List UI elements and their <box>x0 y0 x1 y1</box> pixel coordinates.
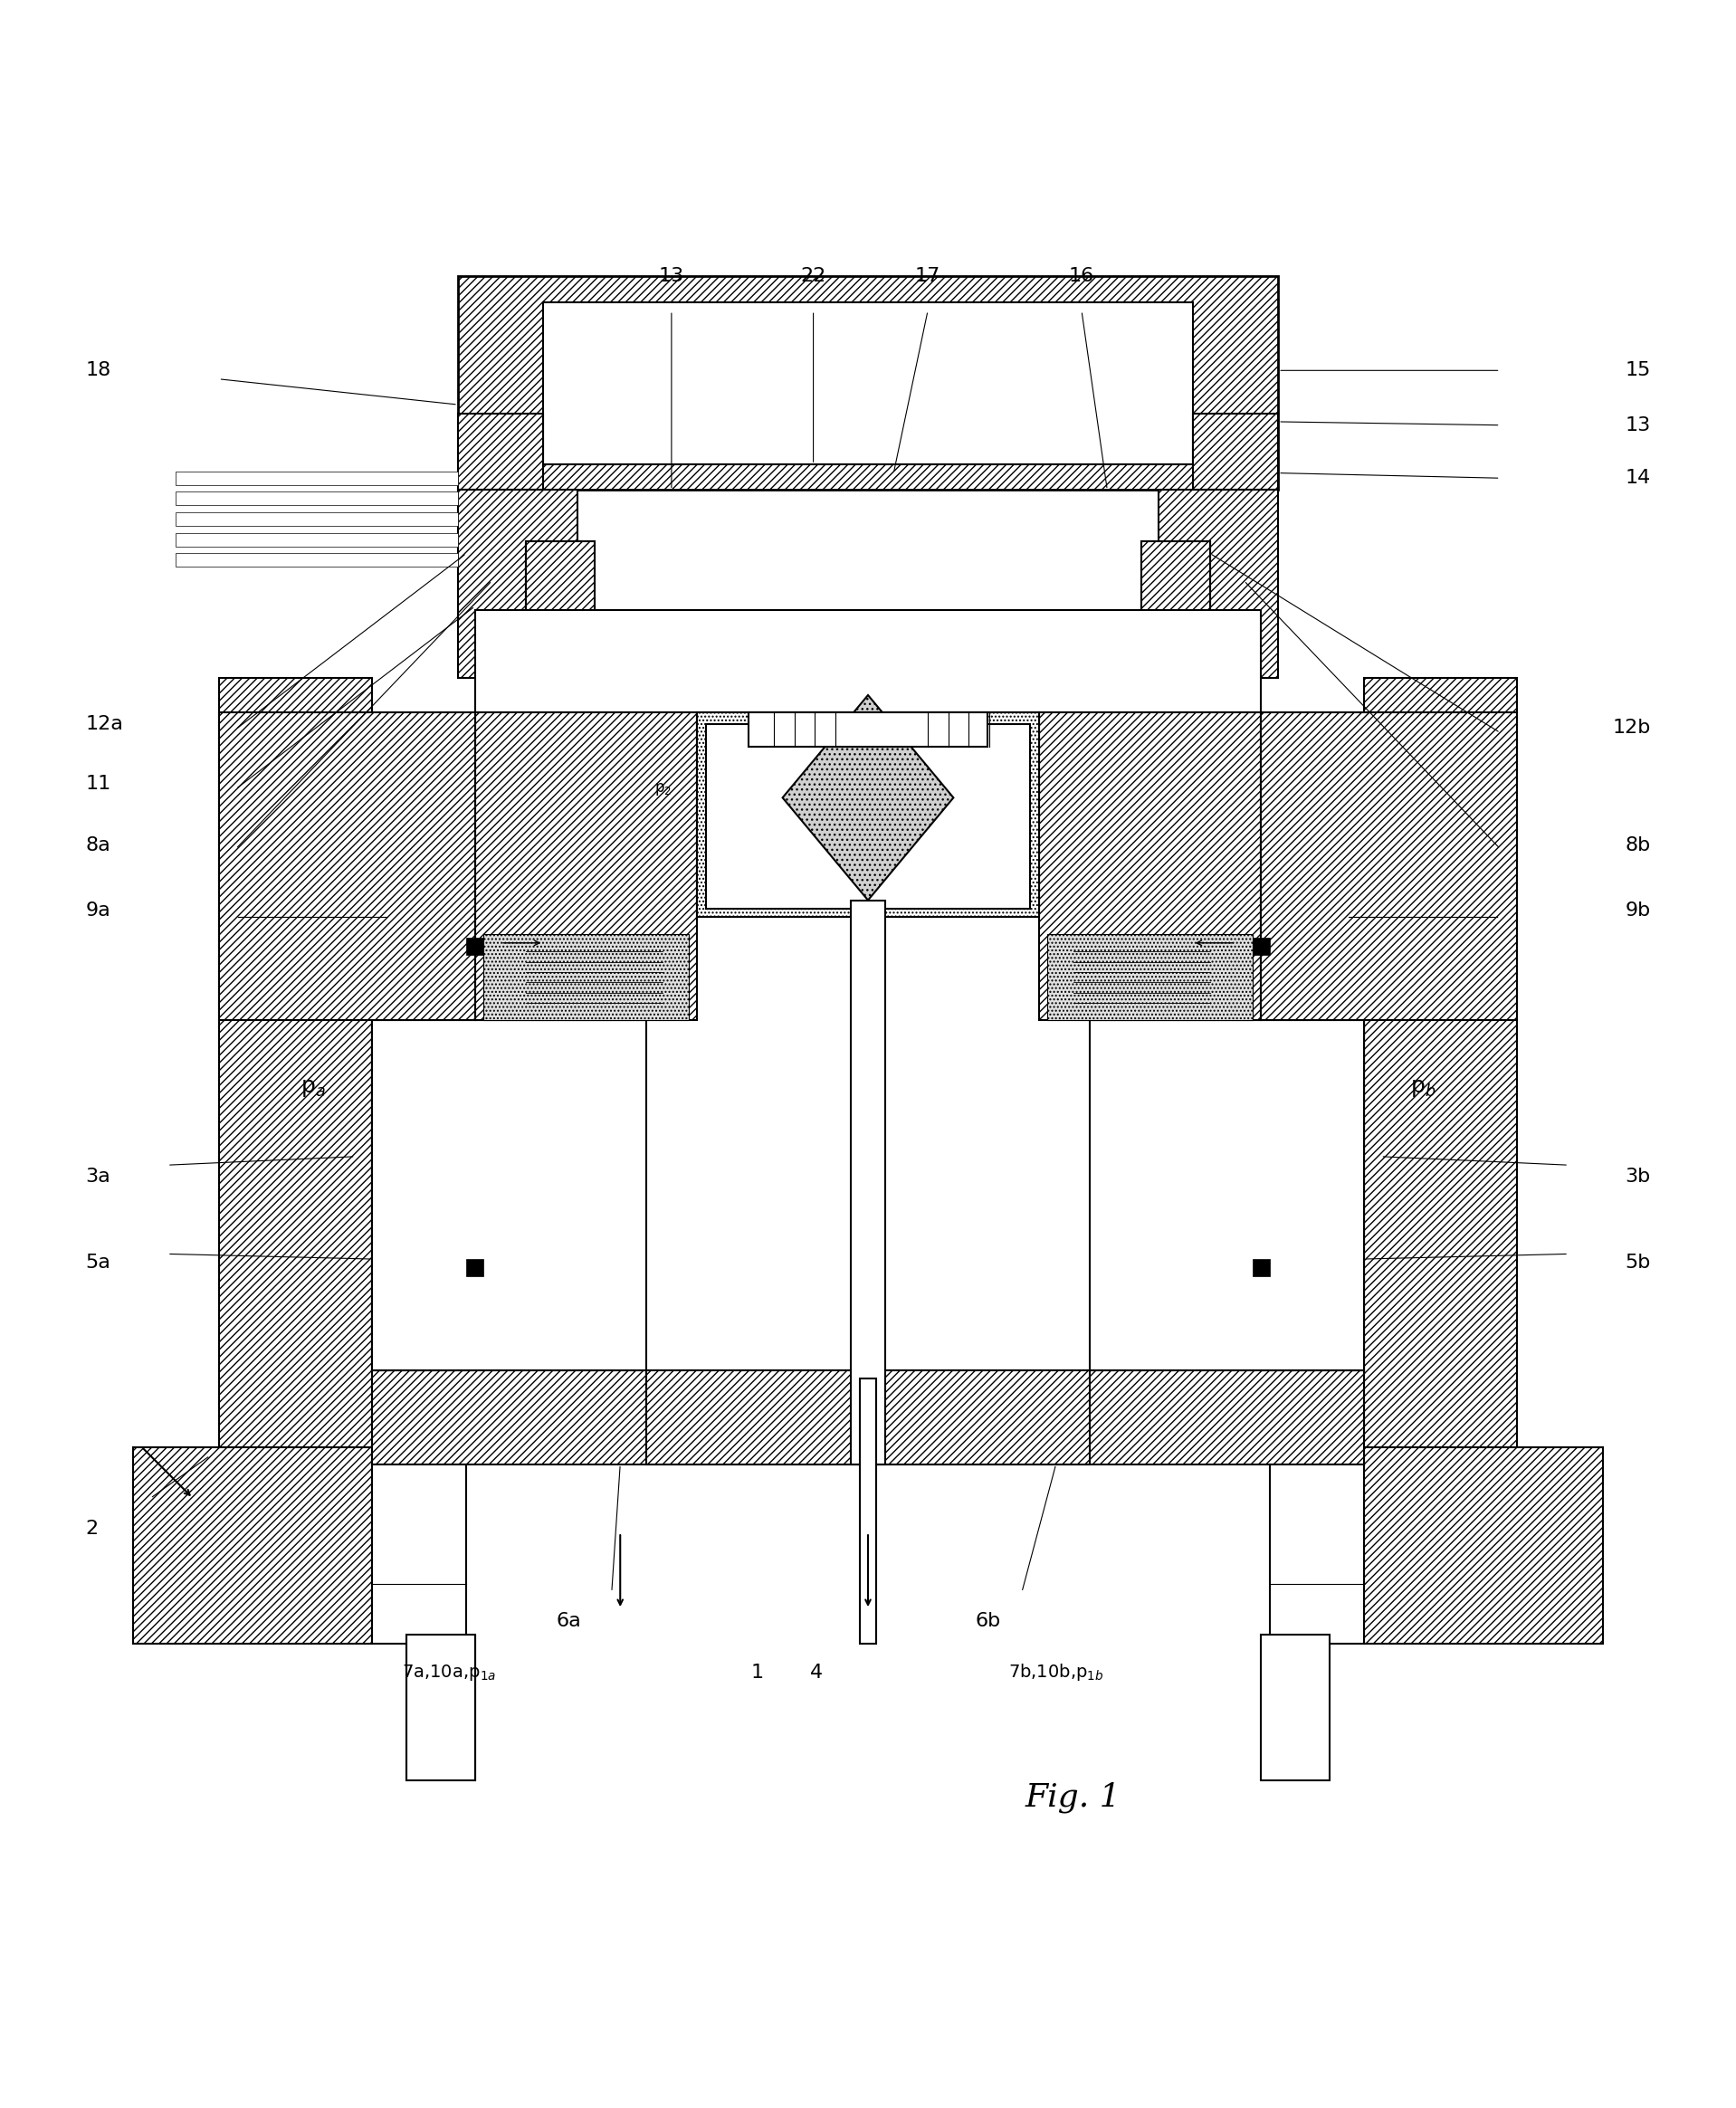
Text: 9a: 9a <box>85 902 111 919</box>
Bar <box>175 552 458 567</box>
Bar <box>175 491 458 506</box>
Text: 13: 13 <box>658 268 684 285</box>
Polygon shape <box>373 1020 476 1370</box>
Bar <box>859 1379 877 1644</box>
Bar <box>526 542 595 618</box>
Bar <box>1090 1020 1363 1370</box>
Bar <box>406 1636 476 1781</box>
Text: 13: 13 <box>1625 415 1651 434</box>
Bar <box>476 609 1260 713</box>
Text: 8b: 8b <box>1625 837 1651 854</box>
Polygon shape <box>476 713 698 1020</box>
Bar <box>543 301 1193 464</box>
Polygon shape <box>1269 1465 1363 1644</box>
Polygon shape <box>698 713 1038 917</box>
Polygon shape <box>219 679 373 1465</box>
Bar <box>467 938 484 955</box>
Text: 6b: 6b <box>976 1613 1000 1629</box>
Text: 11: 11 <box>85 776 111 793</box>
Polygon shape <box>219 713 476 1020</box>
Bar <box>175 472 458 485</box>
Polygon shape <box>458 489 578 679</box>
Bar <box>1252 1258 1269 1275</box>
Polygon shape <box>1038 713 1260 1020</box>
Polygon shape <box>1260 713 1517 1020</box>
Polygon shape <box>1363 1446 1602 1644</box>
Bar <box>175 512 458 527</box>
Text: 7a,10a,p$_{1a}$: 7a,10a,p$_{1a}$ <box>403 1663 496 1682</box>
Polygon shape <box>458 413 543 489</box>
Text: 5b: 5b <box>1625 1254 1651 1271</box>
Text: p$_b$: p$_b$ <box>1411 1077 1436 1098</box>
Bar <box>1141 542 1210 618</box>
Polygon shape <box>458 276 1278 489</box>
Polygon shape <box>134 1446 373 1644</box>
Bar <box>1260 1636 1330 1781</box>
Text: 14: 14 <box>1625 470 1651 487</box>
Polygon shape <box>1363 679 1517 1465</box>
Bar <box>373 1020 646 1370</box>
Text: 3a: 3a <box>85 1168 111 1187</box>
Text: 17: 17 <box>915 268 941 285</box>
Text: 15: 15 <box>1625 360 1651 379</box>
Polygon shape <box>1260 1020 1363 1370</box>
Text: 12a: 12a <box>85 715 123 734</box>
Bar <box>467 1258 484 1275</box>
Polygon shape <box>484 934 689 1020</box>
Text: 6a: 6a <box>557 1613 582 1629</box>
Text: p$_a$: p$_a$ <box>300 1077 325 1098</box>
Polygon shape <box>783 696 953 900</box>
Bar <box>175 533 458 546</box>
Text: 12b: 12b <box>1613 719 1651 736</box>
Polygon shape <box>1047 934 1252 1020</box>
Polygon shape <box>373 1465 467 1644</box>
Bar <box>748 713 988 746</box>
Text: 4: 4 <box>811 1663 823 1682</box>
Text: 7b,10b,p$_{1b}$: 7b,10b,p$_{1b}$ <box>1009 1663 1104 1682</box>
Bar <box>851 900 885 1465</box>
Text: 18: 18 <box>85 360 111 379</box>
Polygon shape <box>373 1370 1363 1465</box>
Text: 2: 2 <box>85 1520 99 1539</box>
Polygon shape <box>1193 413 1278 489</box>
Text: p$_2$: p$_2$ <box>654 780 672 797</box>
Polygon shape <box>646 1370 1090 1465</box>
Text: 5a: 5a <box>85 1254 111 1271</box>
Text: 3b: 3b <box>1625 1168 1651 1187</box>
Text: Fig. 1: Fig. 1 <box>1026 1781 1121 1813</box>
Text: 9b: 9b <box>1625 902 1651 919</box>
Text: 22: 22 <box>800 268 826 285</box>
Polygon shape <box>526 542 595 618</box>
Bar <box>1252 938 1269 955</box>
Polygon shape <box>1141 542 1210 618</box>
Polygon shape <box>1158 489 1278 679</box>
Text: 16: 16 <box>1069 268 1094 285</box>
Text: 8a: 8a <box>85 837 111 854</box>
Text: 1: 1 <box>750 1663 764 1682</box>
Bar <box>705 725 1031 909</box>
